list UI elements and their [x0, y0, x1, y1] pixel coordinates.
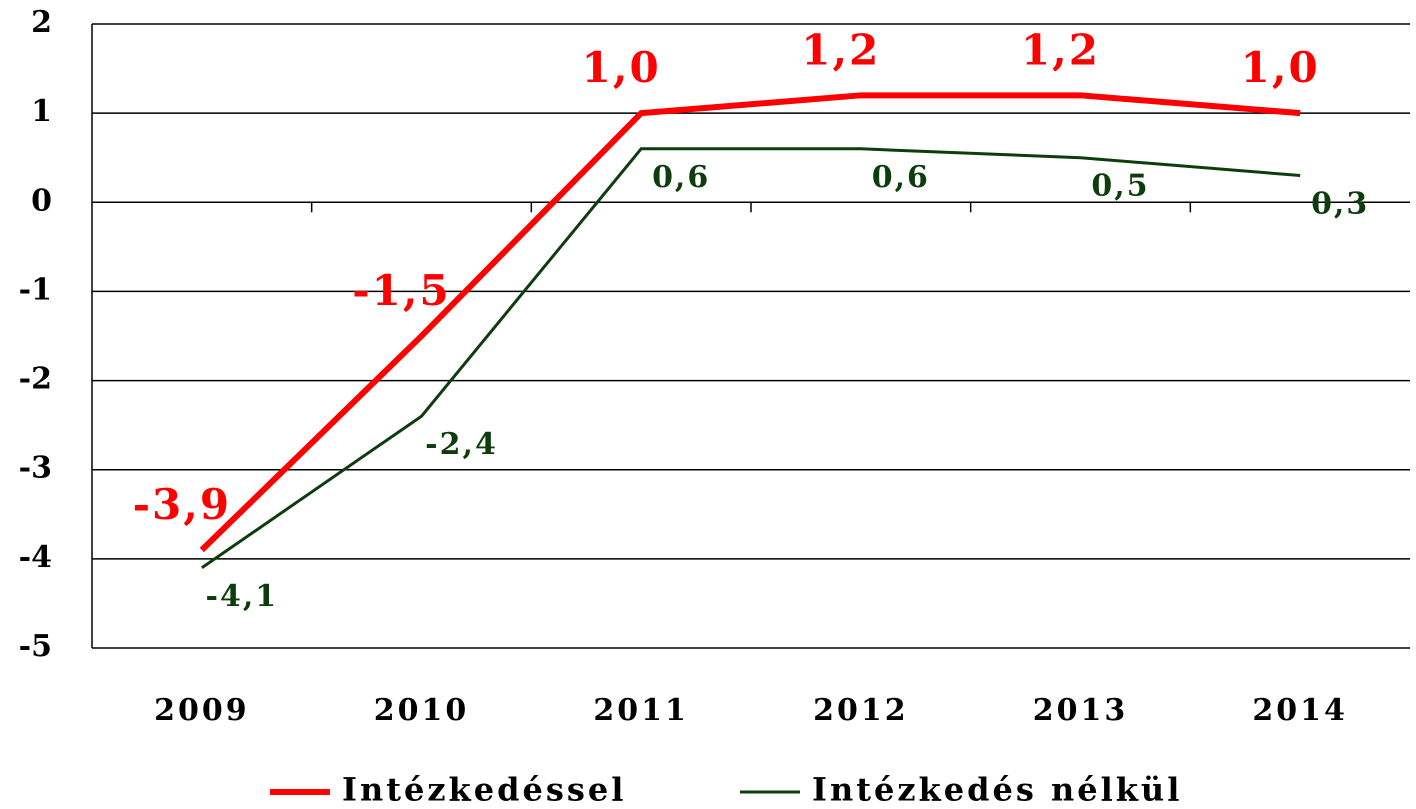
x-tick-label: 2010 — [374, 693, 470, 728]
data-label: 0,6 — [652, 160, 710, 195]
x-tick-label: 2009 — [154, 693, 250, 728]
legend-label: Intézkedés nélkül — [812, 771, 1182, 809]
y-tick-label: 1 — [31, 94, 52, 129]
data-label: -3,9 — [133, 480, 232, 529]
x-tick-label: 2011 — [593, 693, 689, 728]
y-tick-label: -5 — [19, 629, 52, 664]
x-tick-label: 2013 — [1033, 693, 1129, 728]
data-label: -1,5 — [352, 266, 451, 315]
y-tick-label: -4 — [19, 540, 52, 575]
y-tick-label: -2 — [19, 362, 52, 397]
data-label: -2,4 — [425, 427, 498, 462]
y-tick-label: -3 — [19, 451, 52, 486]
data-label: 1,0 — [1241, 43, 1320, 92]
y-tick-label: 0 — [31, 183, 52, 218]
x-tick-label: 2014 — [1252, 693, 1348, 728]
data-label: 1,2 — [801, 25, 880, 74]
series-line — [200, 147, 1301, 570]
data-label: 1,2 — [1021, 25, 1100, 74]
legend-label: Intézkedéssel — [342, 771, 626, 809]
data-label: 0,6 — [872, 160, 930, 195]
y-tick-label: -1 — [19, 272, 52, 307]
data-label: 0,3 — [1311, 187, 1369, 222]
y-tick-label: 2 — [31, 5, 52, 40]
data-label: 0,5 — [1091, 169, 1149, 204]
data-label: 1,0 — [582, 43, 661, 92]
series-line — [199, 92, 1301, 553]
x-tick-label: 2012 — [813, 693, 909, 728]
data-label: -4,1 — [206, 579, 279, 614]
